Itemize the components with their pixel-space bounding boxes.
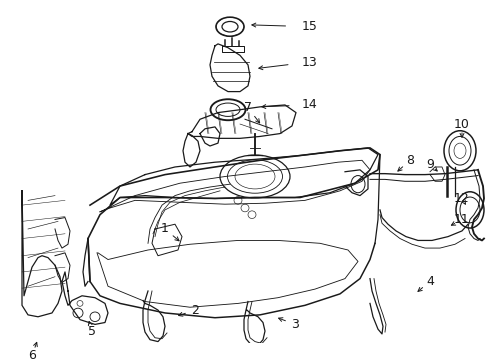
Text: 11: 11 [453,213,469,226]
Text: 10: 10 [453,117,469,131]
Text: 5: 5 [88,325,96,338]
Text: 3: 3 [290,318,298,331]
Text: 7: 7 [244,101,251,114]
Text: 12: 12 [453,192,469,205]
Text: 2: 2 [191,303,199,316]
Text: 1: 1 [161,222,168,235]
Text: 15: 15 [302,20,317,33]
Text: 14: 14 [302,98,317,112]
Text: 9: 9 [425,158,433,171]
Text: 8: 8 [405,154,413,167]
Text: 6: 6 [28,350,36,360]
Text: 4: 4 [425,275,433,288]
Text: 13: 13 [302,55,317,68]
